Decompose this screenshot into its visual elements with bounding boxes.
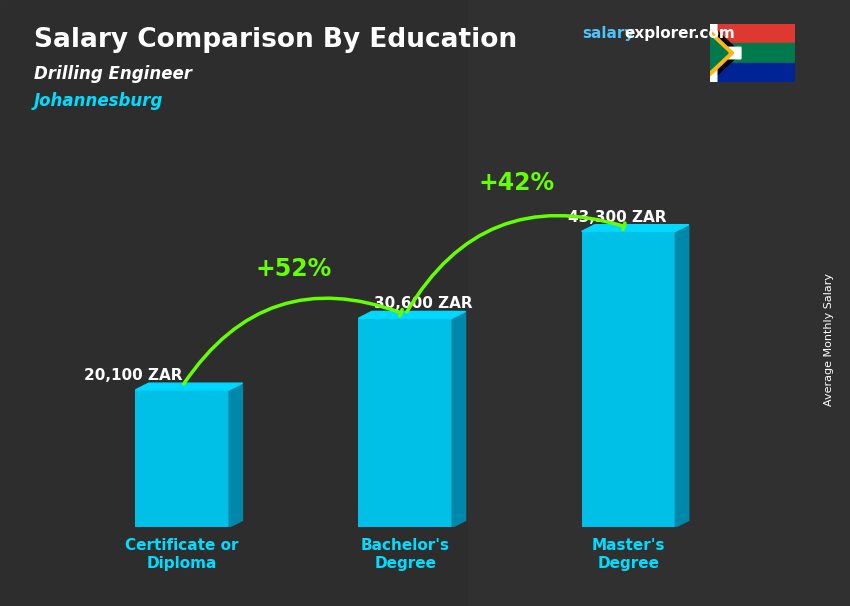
Text: Salary Comparison By Education: Salary Comparison By Education (34, 27, 517, 53)
Text: salary: salary (582, 26, 635, 41)
Text: 20,100 ZAR: 20,100 ZAR (84, 368, 183, 383)
Polygon shape (710, 24, 741, 53)
Bar (710, 24, 795, 44)
Polygon shape (581, 225, 689, 231)
Text: Average Monthly Salary: Average Monthly Salary (824, 273, 834, 406)
Bar (468, 0, 850, 606)
Bar (710, 62, 795, 82)
Polygon shape (710, 53, 741, 82)
Bar (135, 390, 229, 527)
Polygon shape (710, 30, 734, 76)
Polygon shape (229, 383, 242, 527)
Text: +42%: +42% (479, 170, 555, 195)
Bar (359, 318, 452, 527)
Polygon shape (135, 383, 242, 390)
Polygon shape (675, 225, 688, 527)
Text: explorer.com: explorer.com (625, 26, 735, 41)
Text: Johannesburg: Johannesburg (34, 92, 163, 110)
Text: 30,600 ZAR: 30,600 ZAR (374, 296, 473, 311)
Bar (710, 44, 795, 62)
Polygon shape (359, 311, 466, 318)
Bar (581, 231, 675, 527)
Text: 43,300 ZAR: 43,300 ZAR (568, 210, 666, 225)
Polygon shape (452, 311, 466, 527)
Polygon shape (710, 24, 741, 82)
Bar (0, 0, 468, 606)
Text: Drilling Engineer: Drilling Engineer (34, 65, 192, 83)
Text: +52%: +52% (256, 258, 332, 281)
Polygon shape (710, 36, 728, 70)
